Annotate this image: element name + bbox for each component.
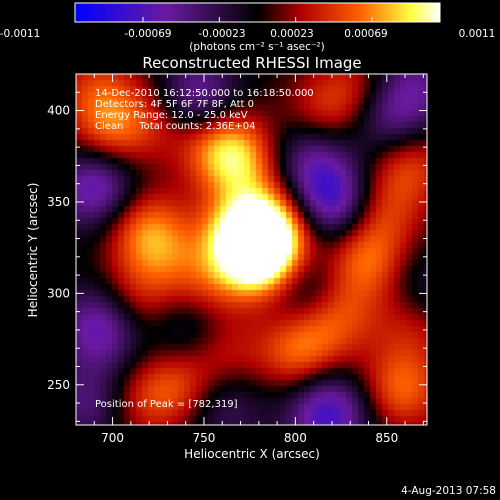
y-axis-label: Heliocentric Y (arcsec): [26, 183, 40, 318]
detectors-text: Detectors: 4F 5F 6F 7F 8F, Att 0: [95, 99, 254, 110]
colorbar-tick-label: 0.00069: [344, 28, 387, 40]
plot-frame: [75, 73, 428, 426]
colorbar-tick-label: 0.0011: [459, 28, 496, 40]
y-tick-label: 400: [47, 104, 70, 118]
y-tick-label: 300: [47, 286, 70, 300]
x-tick-label: 800: [284, 431, 307, 445]
colorbar-ticks: [74, 17, 441, 22]
peak-position-text: Position of Peak = [782,319]: [95, 399, 238, 410]
y-tick-label: 350: [47, 195, 70, 209]
plot-annotations: 14-Dec-2010 16:12:50.000 to 16:18:50.000…: [95, 88, 314, 410]
footer-date: 4-Aug-2013 07:58: [401, 485, 496, 497]
colorbar-gradient: [74, 2, 441, 23]
colorbar-tick-label: 0.00023: [270, 28, 313, 40]
x-tick-label: 750: [193, 431, 216, 445]
y-tick-label: 250: [47, 378, 70, 392]
colorbar-tick-label: -0.00023: [198, 28, 245, 40]
heatmap-canvas: [76, 74, 427, 425]
colorbar-unit-label: (photons cm⁻² s⁻¹ asec⁻²): [189, 41, 324, 53]
colorbar-tick-label: -0.00069: [124, 28, 171, 40]
y-tick-labels: 250 300 350 400: [47, 104, 70, 392]
colorbar: -0.0011 -0.00069 -0.00023 0.00023 0.0006…: [0, 2, 496, 53]
clean-counts-text: Clean Total counts: 2.36E+04: [95, 121, 255, 132]
chart-title: Reconstructed RHESSI Image: [142, 54, 361, 72]
x-tick-label: 700: [101, 431, 124, 445]
x-axis-label: Heliocentric X (arcsec): [184, 447, 320, 461]
energy-range-text: Energy Range: 12.0 - 25.0 keV: [95, 110, 248, 121]
x-tick-labels: 700 750 800 850: [101, 431, 398, 445]
time-range-text: 14-Dec-2010 16:12:50.000 to 16:18:50.000: [95, 88, 314, 99]
axis-ticks: [75, 73, 427, 425]
x-tick-label: 850: [375, 431, 398, 445]
colorbar-tick-label: -0.0011: [0, 28, 40, 40]
